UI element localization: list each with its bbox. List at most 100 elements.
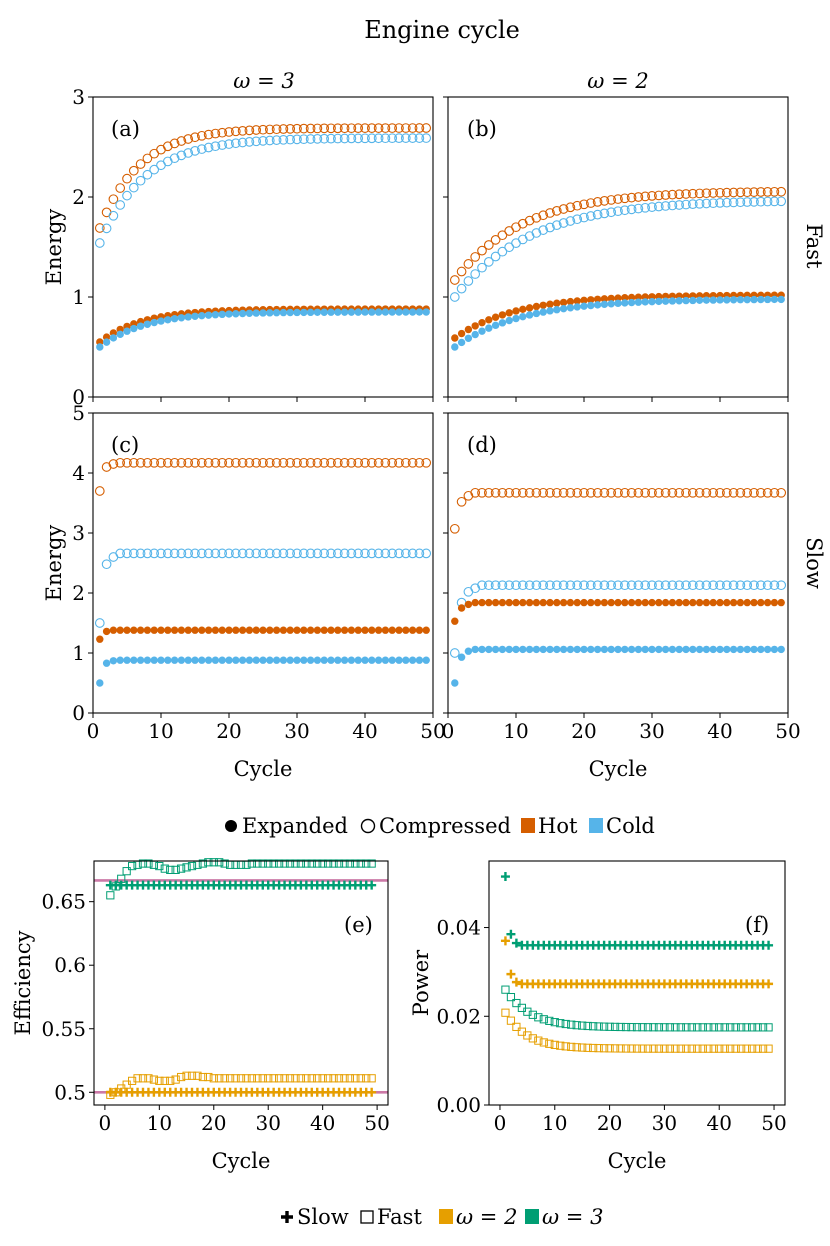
data-point: [360, 548, 370, 559]
series-c-1: [94, 548, 432, 628]
data-point: [525, 598, 534, 607]
data-point: [196, 144, 207, 154]
data-point: [142, 457, 153, 468]
data-point: [627, 1044, 636, 1053]
data-point: [619, 580, 630, 591]
data-point: [373, 123, 384, 133]
data-point: [674, 189, 685, 200]
data-point: [728, 197, 739, 208]
data-point: [762, 580, 773, 591]
data-point: [414, 548, 425, 559]
data-point: [572, 487, 583, 498]
data-point: [259, 656, 267, 664]
data-point: [742, 487, 753, 498]
data-point: [210, 457, 221, 468]
data-point: [470, 583, 481, 594]
panel-label: (d): [467, 433, 497, 457]
data-point: [607, 300, 615, 308]
data-point: [776, 487, 787, 498]
data-point: [340, 859, 349, 868]
data-point: [593, 598, 602, 607]
data-point: [204, 311, 213, 319]
y-axis-label: Efficiency: [11, 930, 35, 1035]
data-point: [220, 859, 229, 868]
data-point: [708, 580, 719, 591]
data-point: [505, 645, 513, 654]
x-tick-label: 40: [310, 1111, 335, 1135]
data-point: [726, 1023, 735, 1032]
data-point: [296, 859, 305, 868]
legend-fast-label: Fast: [377, 1205, 422, 1229]
data-point: [408, 656, 417, 664]
data-point: [135, 175, 146, 186]
data-point: [558, 580, 569, 591]
x-tick-label: 50: [775, 719, 800, 743]
data-point: [497, 246, 508, 257]
x-axis-label: Cycle: [608, 1149, 667, 1173]
data-point: [580, 598, 588, 607]
data-point: [701, 487, 712, 498]
data-point: [531, 487, 542, 498]
data-point: [647, 191, 657, 201]
data-point: [278, 548, 289, 559]
data-point: [264, 1074, 273, 1083]
data-point: [264, 124, 275, 135]
data-point: [340, 656, 349, 664]
data-point: [614, 294, 622, 302]
data-point: [196, 457, 207, 468]
series-e-0: [106, 858, 376, 900]
data-point: [626, 580, 637, 591]
data-point: [169, 138, 180, 149]
data-point: [607, 598, 615, 607]
data-point: [687, 188, 698, 199]
data-point: [402, 656, 410, 664]
data-point: [251, 125, 262, 135]
data-point: [640, 202, 651, 213]
data-point: [368, 308, 376, 316]
y-tick-label: 0.02: [436, 1004, 481, 1028]
data-point: [122, 190, 132, 201]
data-point: [545, 580, 555, 591]
column-title-omega2: ω = 2: [587, 69, 648, 93]
data-point: [500, 872, 510, 882]
data-point: [356, 859, 365, 868]
data-point: [264, 135, 275, 146]
data-point: [258, 457, 268, 468]
data-point: [506, 1016, 516, 1025]
data-point: [626, 192, 637, 203]
data-point: [204, 1072, 213, 1082]
data-point: [128, 457, 139, 468]
data-point: [285, 1074, 295, 1083]
data-point: [572, 1021, 581, 1030]
data-point: [573, 598, 581, 607]
data-point: [278, 124, 289, 134]
y-tick-label: 0.55: [41, 1017, 86, 1041]
data-point: [633, 192, 644, 202]
data-point: [715, 580, 725, 591]
data-point: [655, 598, 663, 607]
data-point: [561, 1042, 570, 1051]
data-point: [519, 598, 527, 607]
data-point: [512, 314, 520, 323]
data-point: [339, 457, 350, 468]
data-point: [587, 645, 595, 654]
data-point: [621, 1022, 631, 1032]
data-point: [402, 626, 410, 634]
data-point: [177, 626, 186, 634]
data-point: [319, 123, 330, 134]
data-point: [593, 645, 602, 654]
data-point: [626, 487, 637, 498]
data-point: [627, 293, 636, 302]
data-point: [709, 598, 717, 607]
data-point: [230, 548, 241, 559]
data-point: [251, 548, 262, 559]
data-point: [271, 457, 282, 468]
data-point: [653, 580, 664, 591]
data-point: [116, 656, 124, 664]
data-point: [183, 548, 194, 559]
data-point: [525, 311, 534, 319]
data-point: [755, 580, 766, 591]
data-point: [729, 645, 738, 654]
data-point: [538, 580, 549, 591]
